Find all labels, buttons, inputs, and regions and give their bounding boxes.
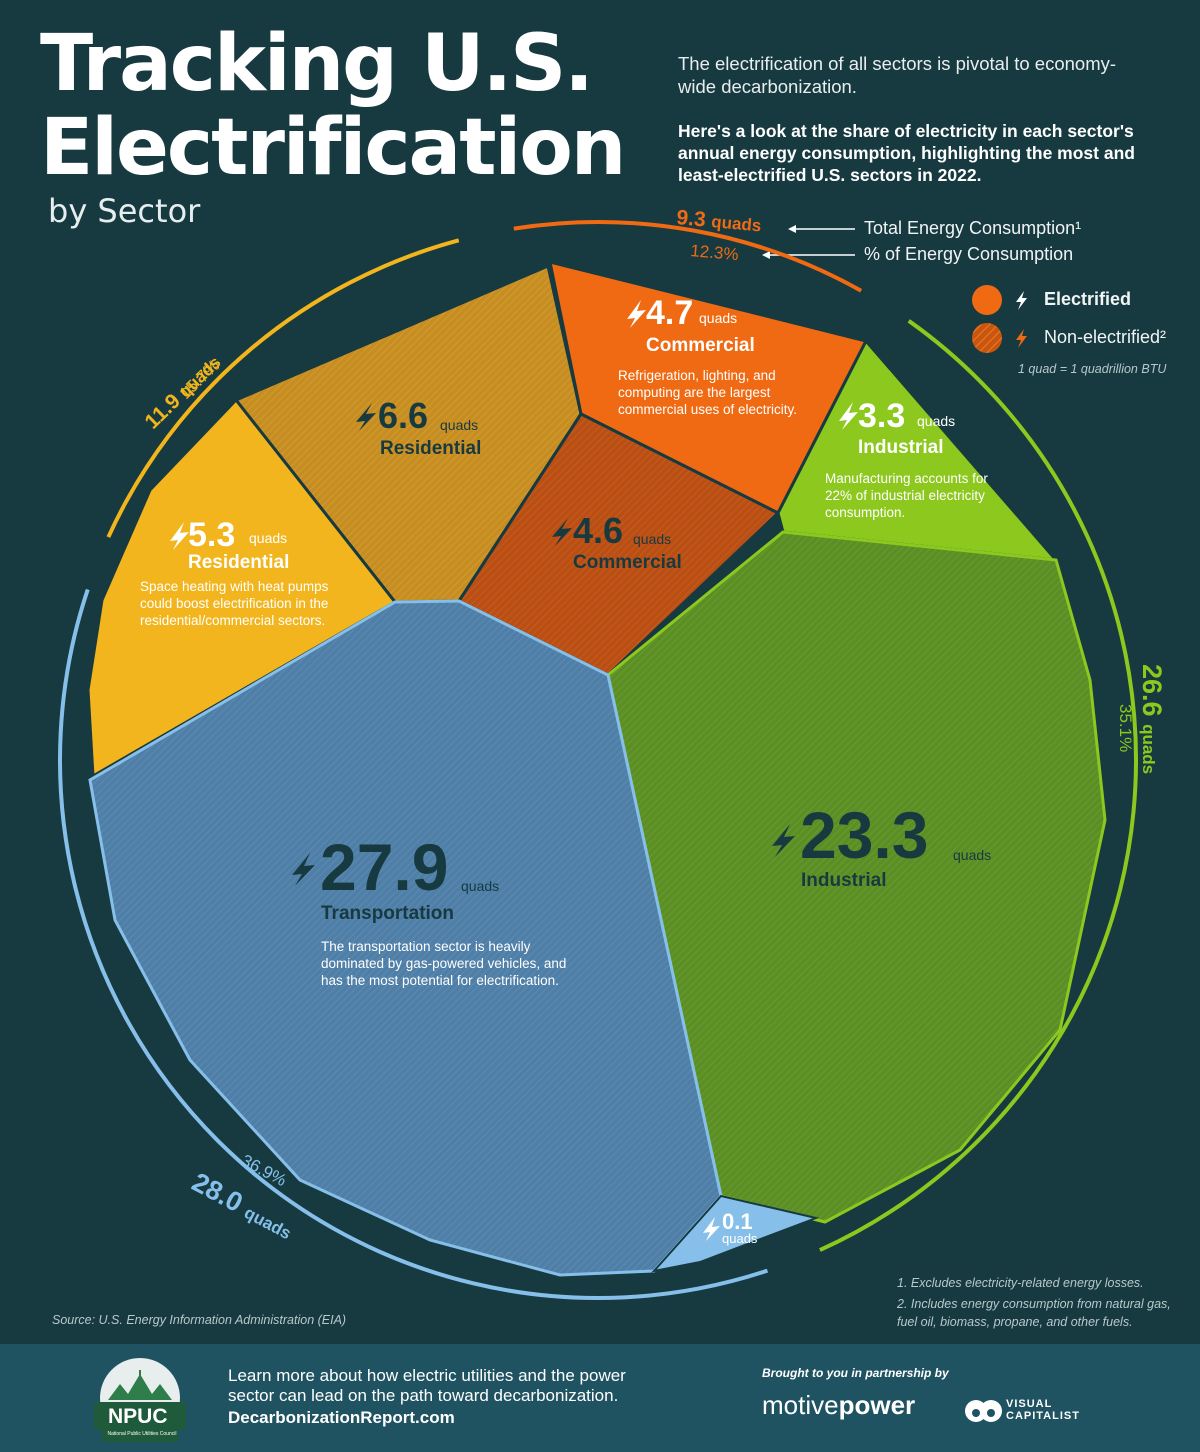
- page-subtitle: by Sector: [48, 192, 201, 230]
- quads-unit: quads: [633, 531, 671, 547]
- commercial-ring-arc: [513, 220, 863, 293]
- industrial-total-label: 26.6 quads 35.1%: [1116, 664, 1167, 774]
- bolt-icon: [292, 853, 315, 886]
- npuc-logo-subtitle: National Public Utilities Council: [107, 1431, 177, 1437]
- industrial-non-electrified-label: 23.3 quads Industrial: [772, 798, 991, 891]
- commercial-share: 12.3%: [690, 241, 740, 264]
- transportation-non-electrified-value: 27.9: [320, 830, 448, 904]
- commercial-total-label: 9.3 quads 12.3%: [676, 206, 763, 264]
- legend-total-label: Total Energy Consumption¹: [864, 218, 1082, 238]
- quads-unit: quads: [722, 1231, 758, 1246]
- transportation-total-label: 36.9% 28.0 quads: [187, 1151, 294, 1243]
- residential-name: Residential: [380, 438, 481, 459]
- source-note: Source: U.S. Energy Information Administ…: [52, 1313, 347, 1327]
- quads-unit: quads: [917, 413, 955, 429]
- industrial-share: 35.1%: [1116, 704, 1135, 752]
- bolt-icon: [772, 824, 795, 857]
- legend-swatches: [972, 285, 1027, 353]
- bolt-icon: [703, 1217, 720, 1241]
- transportation-electrified-label: 0.1 quads: [703, 1209, 758, 1246]
- industrial-name: Industrial: [801, 870, 887, 891]
- transportation-electrified-cell: [651, 1194, 820, 1273]
- transportation-electrified-value: 0.1: [722, 1209, 753, 1234]
- industrial-electrified-value: 3.3: [858, 397, 905, 435]
- industrial-non-electrified-value: 23.3: [800, 798, 928, 872]
- industrial-ring-arc: [819, 319, 1138, 1252]
- bolt-icon: [170, 522, 189, 550]
- residential-electrified-name: Residential: [188, 552, 289, 573]
- commercial-electrified-name: Commercial: [646, 335, 755, 356]
- footer-link[interactable]: DecarbonizationReport.com: [228, 1408, 455, 1427]
- bolt-icon: [356, 403, 376, 431]
- residential-electrified-value: 5.3: [188, 516, 235, 554]
- legend-non-electrified: Non-electrified²: [1044, 327, 1167, 347]
- industrial-total-value: 26.6 quads: [1137, 664, 1167, 774]
- industrial-note: Manufacturing accounts for 22% of indust…: [825, 471, 988, 520]
- residential-non-electrified-label: 6.6 quads Residential: [356, 395, 481, 459]
- energy-chart: 6.6 quads Residential 5.3 quads Resident…: [58, 206, 1167, 1300]
- industrial-electrified-name: Industrial: [858, 437, 944, 458]
- residential-total-label: 11.9 quads 15.7%: [140, 353, 224, 434]
- visual-capitalist-logo: VISUAL CAPITALIST: [1006, 1398, 1080, 1422]
- commercial-non-electrified-value: 4.6: [573, 510, 623, 551]
- quads-unit: quads: [461, 878, 499, 894]
- industrial-electrified-label: 3.3 quads Industrial: [839, 397, 955, 458]
- bolt-icon: [627, 300, 646, 328]
- bolt-icon: [839, 402, 858, 430]
- commercial-electrified-label: 4.7 quads Commercial: [627, 294, 755, 356]
- quads-unit: quads: [249, 530, 287, 546]
- transportation-ring-arc: [58, 588, 769, 1300]
- residential-non-electrified-value: 6.6: [378, 395, 428, 436]
- bolt-icon: [1016, 329, 1027, 348]
- quads-unit: quads: [699, 310, 737, 326]
- bolt-icon: [1016, 291, 1027, 310]
- intro-text: The electrification of all sectors is pi…: [678, 53, 1117, 97]
- bolt-icon: [552, 518, 572, 546]
- page-title: Tracking U.S. Electrification: [40, 19, 626, 193]
- commercial-electrified-value: 4.7: [646, 294, 693, 332]
- visual-capitalist-icon: [965, 1400, 1002, 1422]
- footer-text: Learn more about how electric utilities …: [228, 1366, 626, 1405]
- transportation-non-electrified-cell: [88, 599, 723, 1277]
- partner-label: Brought to you in partnership by: [762, 1366, 949, 1380]
- footnote-1: 1. Excludes electricity-related energy l…: [897, 1276, 1144, 1290]
- transportation-non-electrified-label: 27.9 quads Transportation: [292, 830, 499, 924]
- residential-ring-arc: [106, 238, 460, 538]
- unit-note: 1 quad = 1 quadrillion BTU: [1018, 362, 1167, 376]
- commercial-total-value: 9.3 quads: [676, 206, 763, 236]
- legend-pct-label: % of Energy Consumption: [864, 244, 1074, 264]
- non-electrified-swatch: [972, 323, 1002, 353]
- commercial-non-electrified-label: 4.6 quads Commercial: [552, 510, 682, 573]
- npuc-logo: [94, 1358, 186, 1442]
- npuc-logo-text: NPUC: [108, 1405, 168, 1428]
- footer: NPUC National Public Utilities Council L…: [0, 1344, 1200, 1452]
- residential-note: Space heating with heat pumps could boos…: [140, 579, 329, 628]
- quads-unit: quads: [953, 847, 991, 863]
- quads-unit: quads: [440, 417, 478, 433]
- residential-electrified-label: 5.3 quads Residential: [170, 516, 289, 573]
- title-line-2: Electrification: [40, 103, 626, 193]
- commercial-note: Refrigeration, lighting, and computing a…: [618, 368, 798, 417]
- footnote-2: 2. Includes energy consumption from natu…: [897, 1297, 1171, 1329]
- intro-bold-text: Here's a look at the share of electricit…: [678, 121, 1135, 185]
- title-line-1: Tracking U.S.: [40, 19, 594, 109]
- electrified-swatch: [972, 285, 1002, 315]
- commercial-name: Commercial: [573, 552, 682, 573]
- legend-electrified: Electrified: [1044, 289, 1132, 309]
- transportation-name: Transportation: [321, 903, 454, 924]
- transportation-note: The transportation sector is heavily dom…: [321, 939, 567, 988]
- motivepower-logo: motivepower: [762, 1390, 916, 1420]
